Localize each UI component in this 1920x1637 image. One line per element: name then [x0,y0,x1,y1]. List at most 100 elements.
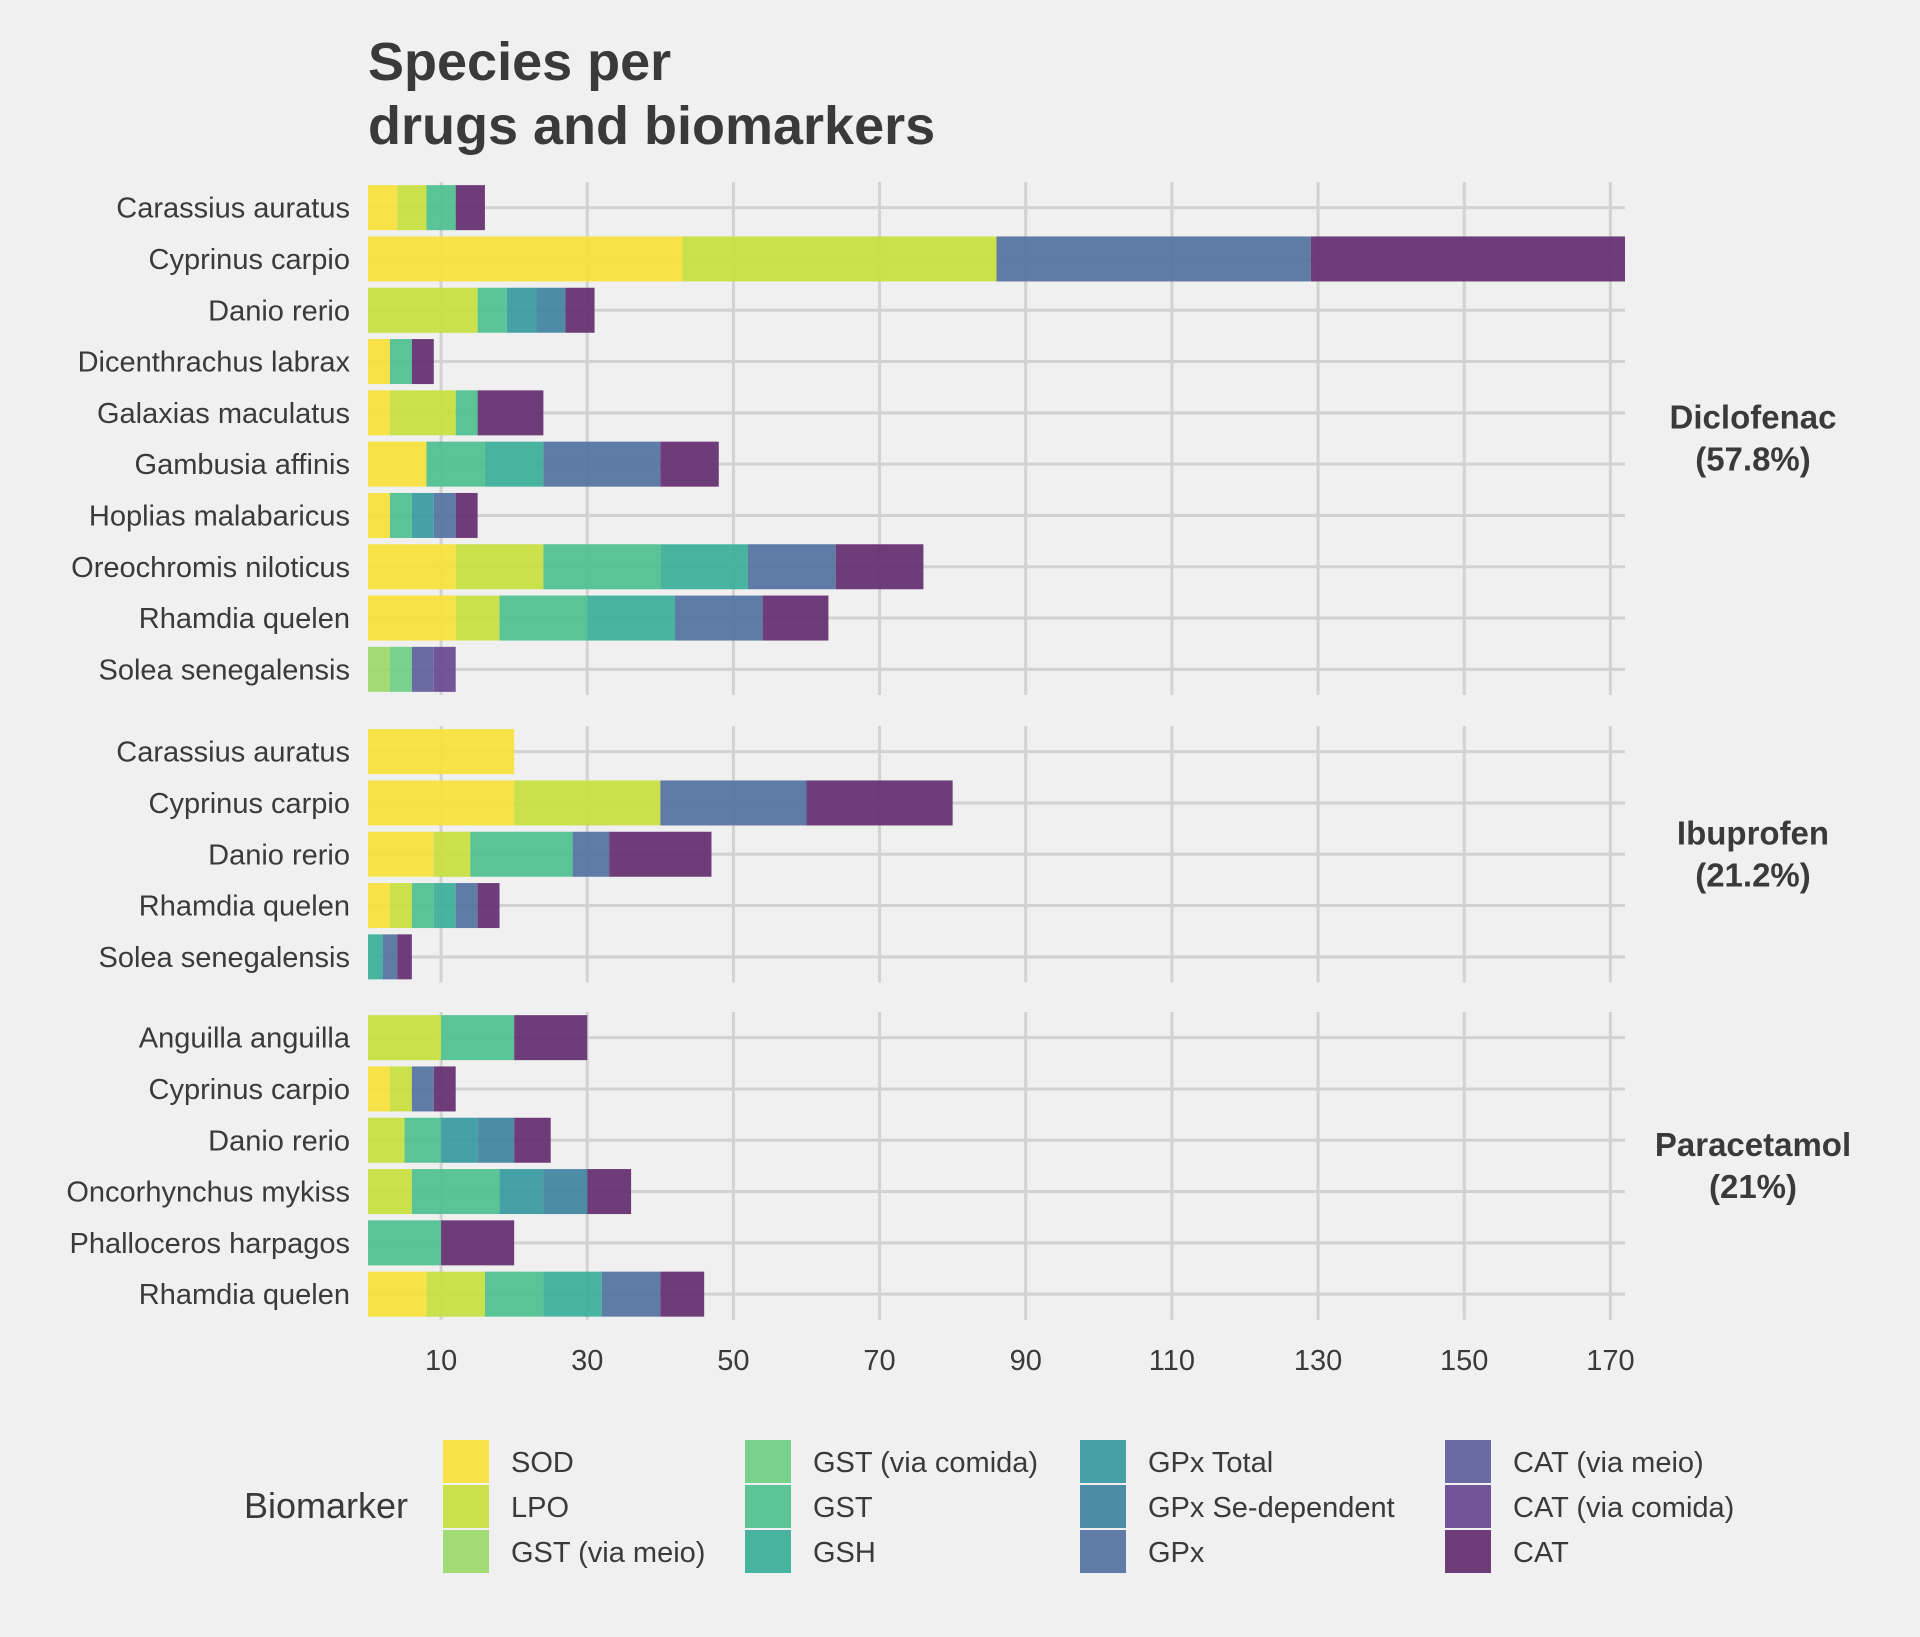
bar-segment-paracetamol-danio-rerio-cat [514,1117,551,1163]
bar-segment-paracetamol-cyprinus-carpio-cat [433,1066,456,1112]
legend-label-cat-via-comida: CAT (via comida) [1513,1492,1734,1524]
bar-segment-diclofenac-gambusia-affinis-gsh [484,441,544,487]
bar-segment-diclofenac-oreochromis-niloticus-cat [835,544,924,590]
legend-swatch-cat-via-comida [1445,1485,1491,1528]
x-tick-label: 30 [571,1345,603,1377]
bar-segment-diclofenac-danio-rerio-gst [477,287,507,333]
bar-segment-diclofenac-dicenthrachus-labrax-sod [368,339,390,385]
legend-label-gpx: GPx [1148,1537,1205,1569]
bar-segment-diclofenac-dicenthrachus-labrax-gst [389,339,412,385]
strip-label-diclofenac: Diclofenac [1670,399,1837,436]
facet-strip-labels: Diclofenac (57.8%) Ibuprofen (21.2%) Paracet… [1655,399,1851,1205]
bar-segment-ibuprofen-cyprinus-carpio-gpx [660,780,807,826]
legend-swatch-gst-via-meio [443,1530,489,1573]
bar-segment-diclofenac-galaxias-maculatus-gst [455,390,478,436]
legend-swatch-gpx [1080,1530,1126,1573]
x-tick-label: 90 [1010,1345,1042,1377]
bar-segment-diclofenac-cyprinus-carpio-gpx [996,236,1311,282]
x-tick-label: 50 [717,1345,749,1377]
chart-title-line: Species per [368,32,671,92]
bar-segment-ibuprofen-rhamdia-quelen-gpx [455,883,478,929]
bar-segment-paracetamol-danio-rerio-gpx-total [441,1117,478,1163]
bar-segment-diclofenac-carassius-auratus-gst [426,185,456,231]
y-label-galaxias-maculatus: Galaxias maculatus [97,398,350,430]
bar-segment-paracetamol-oncorhynchus-mykiss-lpo [368,1169,412,1215]
strip-label-paracetamol: Paracetamol [1655,1126,1851,1163]
legend-label-lpo: LPO [511,1492,569,1524]
bar-segment-diclofenac-solea-senegalensis-cat-via-comida [433,646,456,692]
bar-segment-diclofenac-oreochromis-niloticus-gsh [660,544,749,590]
bar-segment-diclofenac-hoplias-malabaricus-gst [389,492,412,538]
legend-label-gst-via-comida: GST (via comida) [813,1447,1038,1479]
bar-segment-diclofenac-gambusia-affinis-gst [426,441,485,487]
bar-segment-paracetamol-danio-rerio-lpo [368,1117,405,1163]
y-label-danio-rerio: Danio rerio [208,839,350,871]
bar-segment-diclofenac-hoplias-malabaricus-gpx [433,492,456,538]
bar-segment-ibuprofen-rhamdia-quelen-cat [477,883,500,929]
bar-segment-diclofenac-cyprinus-carpio-lpo [682,236,997,282]
bar-segment-diclofenac-danio-rerio-cat [565,287,595,333]
bar-segment-ibuprofen-rhamdia-quelen-gsh [433,883,456,929]
legend-swatch-lpo [443,1485,489,1528]
legend-label-gpx-se-dependent: GPx Se-dependent [1148,1492,1395,1524]
bar-segment-paracetamol-anguilla-anguilla-gst [441,1015,515,1061]
bar-segment-diclofenac-oreochromis-niloticus-gpx [748,544,836,590]
bar-segment-ibuprofen-danio-rerio-gpx [572,831,610,877]
y-label-cyprinus-carpio: Cyprinus carpio [149,788,350,820]
legend-swatch-cat-via-meio [1445,1440,1491,1483]
bar-segment-ibuprofen-solea-senegalensis-gpx [382,934,398,980]
bar-segment-diclofenac-rhamdia-quelen-lpo [455,595,500,641]
bar-segment-diclofenac-danio-rerio-lpo [368,287,478,333]
bar-segment-diclofenac-solea-senegalensis-gst-via-meio [368,646,390,692]
legend-swatch-gst [745,1485,791,1528]
legend-swatch-sod [443,1440,489,1483]
legend-swatch-gsh [745,1530,791,1573]
legend-swatch-cat [1445,1530,1491,1573]
bar-segment-diclofenac-carassius-auratus-lpo [397,185,427,231]
bar-segment-ibuprofen-danio-rerio-cat [609,831,712,877]
bar-segment-ibuprofen-solea-senegalensis-cat [397,934,412,980]
y-label-oreochromis-niloticus: Oreochromis niloticus [71,552,350,584]
y-label-cyprinus-carpio: Cyprinus carpio [149,244,350,276]
bar-segment-ibuprofen-danio-rerio-lpo [433,831,471,877]
bar-segment-diclofenac-rhamdia-quelen-gpx [674,595,763,641]
bar-segment-diclofenac-galaxias-maculatus-cat [477,390,544,436]
bar-segment-paracetamol-oncorhynchus-mykiss-cat [587,1169,632,1215]
y-label-gambusia-affinis: Gambusia affinis [135,449,350,481]
bar-segment-ibuprofen-danio-rerio-sod [368,831,434,877]
bar-segment-paracetamol-rhamdia-quelen-lpo [426,1271,485,1317]
y-label-hoplias-malabaricus: Hoplias malabaricus [89,500,350,532]
bar-segment-ibuprofen-cyprinus-carpio-lpo [514,780,661,826]
x-tick-label: 70 [863,1345,895,1377]
bar-segment-diclofenac-rhamdia-quelen-gst [499,595,588,641]
bar-segment-paracetamol-rhamdia-quelen-gsh [543,1271,602,1317]
bar-segment-diclofenac-hoplias-malabaricus-sod [368,492,390,538]
bar-segment-paracetamol-oncorhynchus-mykiss-gst [411,1169,500,1215]
bar-segment-paracetamol-cyprinus-carpio-lpo [389,1066,412,1112]
y-axis-labels: Solea senegalensis Rhamdia quelen Oreochro… [66,193,351,1312]
bar-segment-ibuprofen-rhamdia-quelen-sod [368,883,390,929]
bar-segment-diclofenac-oreochromis-niloticus-sod [368,544,456,590]
bar-segment-paracetamol-rhamdia-quelen-gst [484,1271,544,1317]
y-label-oncorhynchus-mykiss: Oncorhynchus mykiss [66,1177,350,1209]
bar-segment-diclofenac-gambusia-affinis-gpx [543,441,661,487]
bar-segment-diclofenac-danio-rerio-gpx-se-dependent [536,287,566,333]
bar-segment-paracetamol-rhamdia-quelen-cat [660,1271,705,1317]
legend-label-gpx-total: GPx Total [1148,1447,1273,1479]
bar-segment-paracetamol-danio-rerio-gst [404,1117,442,1163]
bar-segment-ibuprofen-rhamdia-quelen-gst [411,883,434,929]
y-label-anguilla-anguilla: Anguilla anguilla [139,1023,351,1055]
bar-segment-diclofenac-oreochromis-niloticus-lpo [455,544,544,590]
legend-swatch-gpx-se-dependent [1080,1485,1126,1528]
bar-segment-diclofenac-hoplias-malabaricus-cat [455,492,478,538]
legend-label-cat: CAT [1513,1537,1569,1569]
bar-segment-paracetamol-cyprinus-carpio-gpx [411,1066,434,1112]
y-label-rhamdia-quelen: Rhamdia quelen [139,1279,350,1311]
bar-segment-ibuprofen-cyprinus-carpio-cat [806,780,953,826]
bar-segment-paracetamol-phalloceros-harpagos-cat [441,1220,515,1266]
bar-segment-paracetamol-rhamdia-quelen-sod [368,1271,427,1317]
y-label-carassius-auratus: Carassius auratus [116,737,350,769]
